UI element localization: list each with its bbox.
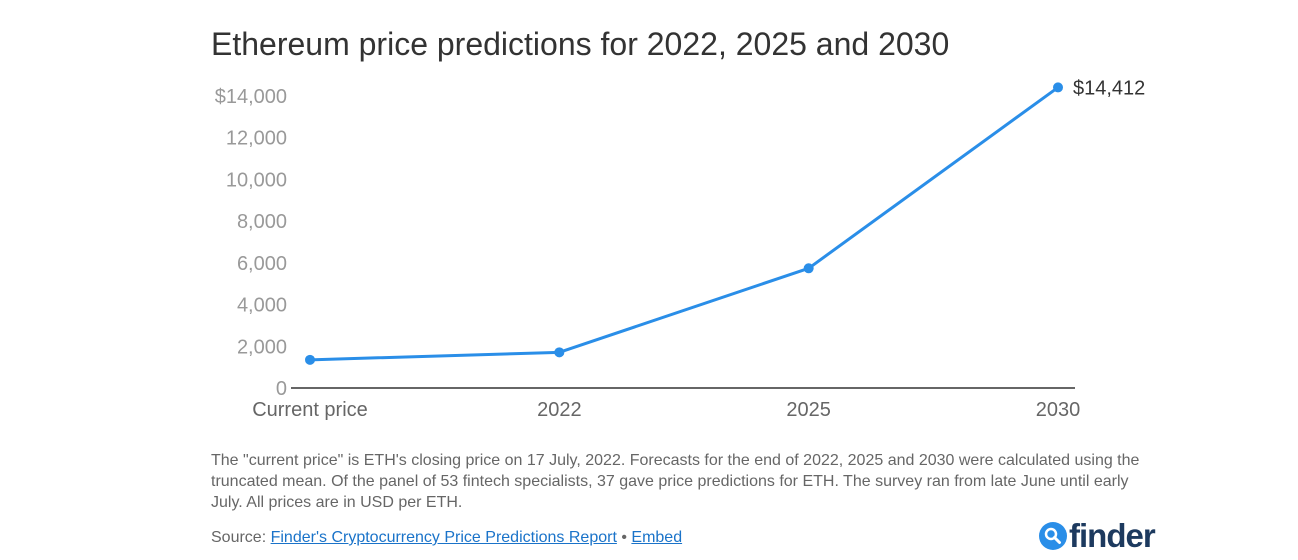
data-label: $14,412 bbox=[1073, 77, 1145, 99]
x-tick-label: Current price bbox=[252, 399, 368, 421]
source-prefix: Source: bbox=[211, 529, 271, 546]
magnifier-icon bbox=[1039, 522, 1067, 550]
source-separator: • bbox=[616, 529, 632, 546]
y-tick-label: $14,000 bbox=[215, 86, 287, 108]
x-tick-label: 2022 bbox=[537, 399, 582, 421]
y-tick-label: 8,000 bbox=[237, 211, 287, 233]
series-line bbox=[309, 86, 1059, 362]
data-point bbox=[305, 354, 315, 365]
source-report-link[interactable]: Finder's Cryptocurrency Price Prediction… bbox=[270, 529, 617, 546]
data-point bbox=[803, 263, 814, 274]
embed-link[interactable]: Embed bbox=[631, 529, 683, 546]
y-tick-label: 12,000 bbox=[226, 128, 287, 150]
source-line: Source: Finder's Cryptocurrency Price Pr… bbox=[211, 528, 682, 548]
chart-title: Ethereum price predictions for 2022, 202… bbox=[211, 26, 950, 62]
x-tick-label: 2030 bbox=[1036, 399, 1081, 421]
y-tick-label: 10,000 bbox=[226, 169, 287, 191]
y-tick-label: 4,000 bbox=[237, 295, 287, 317]
finder-wordmark: finder bbox=[1069, 517, 1156, 554]
finder-logo[interactable]: finder bbox=[1038, 516, 1156, 556]
data-point bbox=[554, 347, 565, 358]
y-tick-label: 6,000 bbox=[237, 253, 287, 275]
data-point bbox=[1053, 82, 1063, 93]
x-tick-label: 2025 bbox=[786, 399, 831, 421]
y-tick-label: 2,000 bbox=[237, 336, 287, 358]
line-chart: 0 2,000 4,000 6,000 8,000 10,000 12,000 $14,000… bbox=[215, 77, 1146, 421]
y-tick-label: 0 bbox=[276, 378, 287, 400]
chart-footnote: The "current price" is ETH's closing pri… bbox=[211, 452, 1140, 511]
